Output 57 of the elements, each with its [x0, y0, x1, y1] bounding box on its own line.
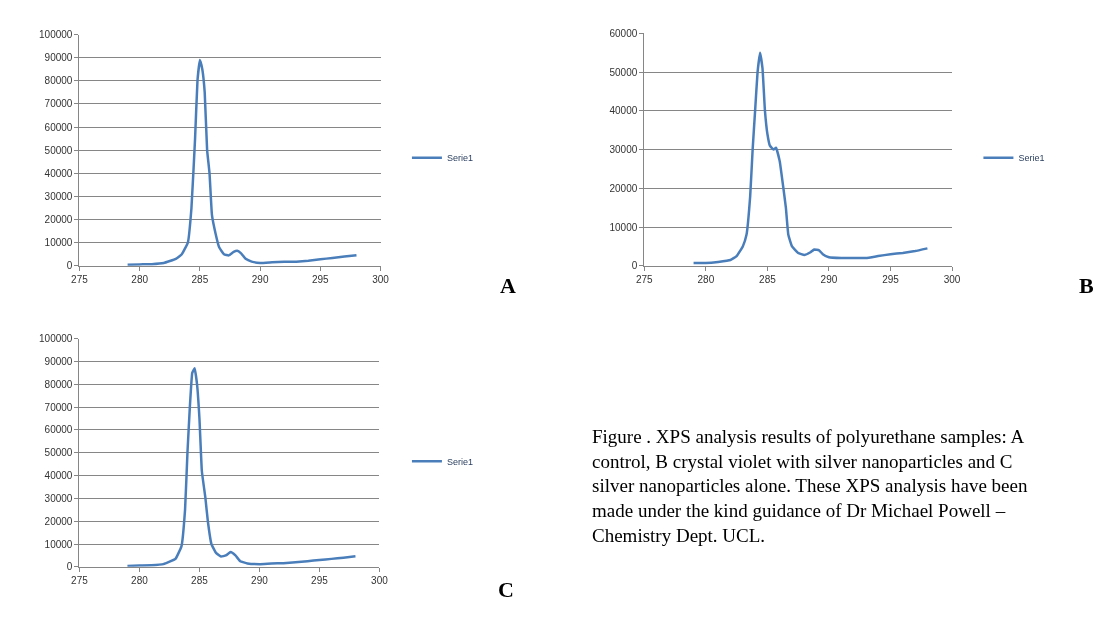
y-tick-label: 50000: [44, 447, 73, 459]
y-tick-label: 30000: [44, 190, 73, 202]
y-tick-label: 20000: [44, 214, 73, 226]
x-tick-label: 290: [820, 273, 838, 285]
y-tick-label: 50000: [609, 66, 638, 78]
y-tick-label: 0: [66, 260, 73, 272]
x-tick-label: 285: [759, 273, 777, 285]
y-tick-label: 0: [631, 260, 638, 272]
x-tick-label: 300: [372, 273, 390, 285]
y-tick-label: 30000: [44, 492, 73, 504]
x-tick-label: 290: [251, 574, 269, 586]
line-series: [126, 58, 358, 266]
y-tick-label: 100000: [39, 29, 73, 41]
x-tick-label: 275: [71, 273, 89, 285]
x-tick-label: 300: [943, 273, 961, 285]
text: A: [500, 273, 516, 298]
x-tick-label: 295: [311, 574, 329, 586]
y-tick-label: 60000: [609, 27, 638, 39]
y-tick-label: 40000: [44, 470, 73, 482]
text: Figure . XPS analysis results of polyurethane samples: A control, B crystal violet with silver nanoparticles and C silver nanoparticles alone. These XPS analysis have been made under the kind guidance of Dr Michael Powell – Chemistry Dept. UCL.: [592, 426, 1028, 546]
y-tick-label: 90000: [44, 52, 73, 64]
y-tick-label: 80000: [44, 378, 73, 390]
y-tick-label: 90000: [44, 355, 73, 367]
y-tick-label: 30000: [609, 144, 638, 156]
y-tick-label: 20000: [44, 515, 73, 527]
text: B: [1079, 273, 1094, 298]
y-tick-label: 60000: [44, 121, 73, 133]
y-tick-label: 50000: [44, 144, 73, 156]
x-tick-label: 280: [131, 273, 149, 285]
text: C: [498, 577, 514, 602]
x-tick-label: 280: [131, 574, 149, 586]
legend-label: Serie1: [1018, 153, 1045, 164]
y-tick-label: 70000: [44, 98, 73, 110]
y-tick-label: 100000: [39, 333, 73, 345]
y-tick-label: 0: [66, 561, 73, 573]
x-tick-label: 295: [311, 273, 330, 285]
x-tick-label: 275: [71, 574, 89, 586]
x-tick-label: 300: [371, 574, 389, 586]
x-tick-label: 280: [697, 273, 715, 285]
line-series: [692, 51, 929, 265]
y-tick-label: 60000: [44, 424, 73, 436]
y-tick-label: 70000: [44, 401, 73, 413]
y-tick-label: 10000: [44, 538, 73, 550]
y-tick-label: 80000: [44, 75, 73, 87]
x-tick-label: 275: [635, 273, 654, 285]
legend-label: Serie1: [446, 153, 473, 164]
x-tick-label: 285: [191, 574, 209, 586]
x-tick-label: 285: [191, 273, 209, 285]
x-tick-label: 290: [251, 273, 269, 285]
y-tick-label: 10000: [44, 237, 73, 249]
y-tick-label: 20000: [609, 182, 638, 194]
x-tick-label: 295: [882, 273, 900, 285]
y-tick-label: 40000: [609, 105, 638, 117]
line-series: [126, 367, 357, 567]
y-tick-label: 10000: [609, 221, 638, 233]
legend-label: Serie1: [446, 456, 473, 467]
y-tick-label: 40000: [44, 167, 73, 179]
